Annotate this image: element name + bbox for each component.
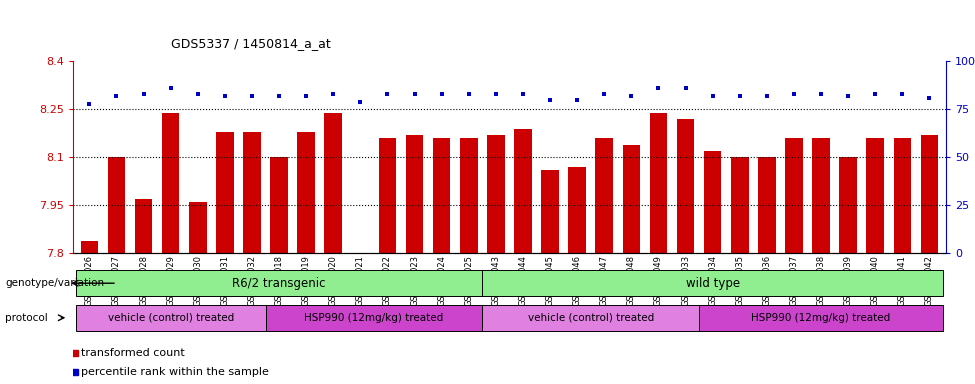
Text: HSP990 (12mg/kg) treated: HSP990 (12mg/kg) treated	[752, 313, 891, 323]
Bar	[378, 138, 396, 253]
Bar	[920, 135, 938, 253]
Text: HSP990 (12mg/kg) treated: HSP990 (12mg/kg) treated	[304, 313, 444, 323]
Bar	[107, 157, 126, 253]
Bar	[731, 157, 749, 253]
Bar	[541, 170, 559, 253]
Bar	[162, 113, 179, 253]
Bar	[483, 305, 699, 331]
Bar	[488, 135, 505, 253]
Bar	[483, 270, 943, 296]
Bar	[649, 113, 667, 253]
Bar	[270, 157, 288, 253]
Text: GDS5337 / 1450814_a_at: GDS5337 / 1450814_a_at	[171, 37, 331, 50]
Bar	[460, 138, 478, 253]
Bar	[514, 129, 531, 253]
Bar	[677, 119, 694, 253]
Bar	[265, 305, 483, 331]
Bar	[433, 138, 450, 253]
Bar	[76, 305, 265, 331]
Bar	[297, 132, 315, 253]
Bar	[406, 135, 423, 253]
Bar	[893, 138, 912, 253]
Bar	[785, 138, 802, 253]
Text: R6/2 transgenic: R6/2 transgenic	[232, 277, 326, 290]
Bar	[623, 145, 641, 253]
Bar	[568, 167, 586, 253]
Bar	[812, 138, 830, 253]
Bar	[759, 157, 776, 253]
Bar	[596, 138, 613, 253]
Text: percentile rank within the sample: percentile rank within the sample	[81, 367, 269, 377]
Bar	[216, 132, 234, 253]
Bar	[839, 157, 857, 253]
Bar	[81, 241, 98, 253]
Bar	[243, 132, 260, 253]
Text: wild type: wild type	[685, 277, 740, 290]
Bar	[135, 199, 152, 253]
Text: vehicle (control) treated: vehicle (control) treated	[107, 313, 234, 323]
Text: protocol: protocol	[5, 313, 48, 323]
Bar	[325, 113, 342, 253]
Bar	[704, 151, 722, 253]
Bar	[189, 202, 207, 253]
Text: genotype/variation: genotype/variation	[5, 278, 104, 288]
Text: transformed count: transformed count	[81, 348, 184, 358]
Text: vehicle (control) treated: vehicle (control) treated	[527, 313, 654, 323]
Bar	[699, 305, 943, 331]
Bar	[76, 270, 483, 296]
Bar	[867, 138, 884, 253]
